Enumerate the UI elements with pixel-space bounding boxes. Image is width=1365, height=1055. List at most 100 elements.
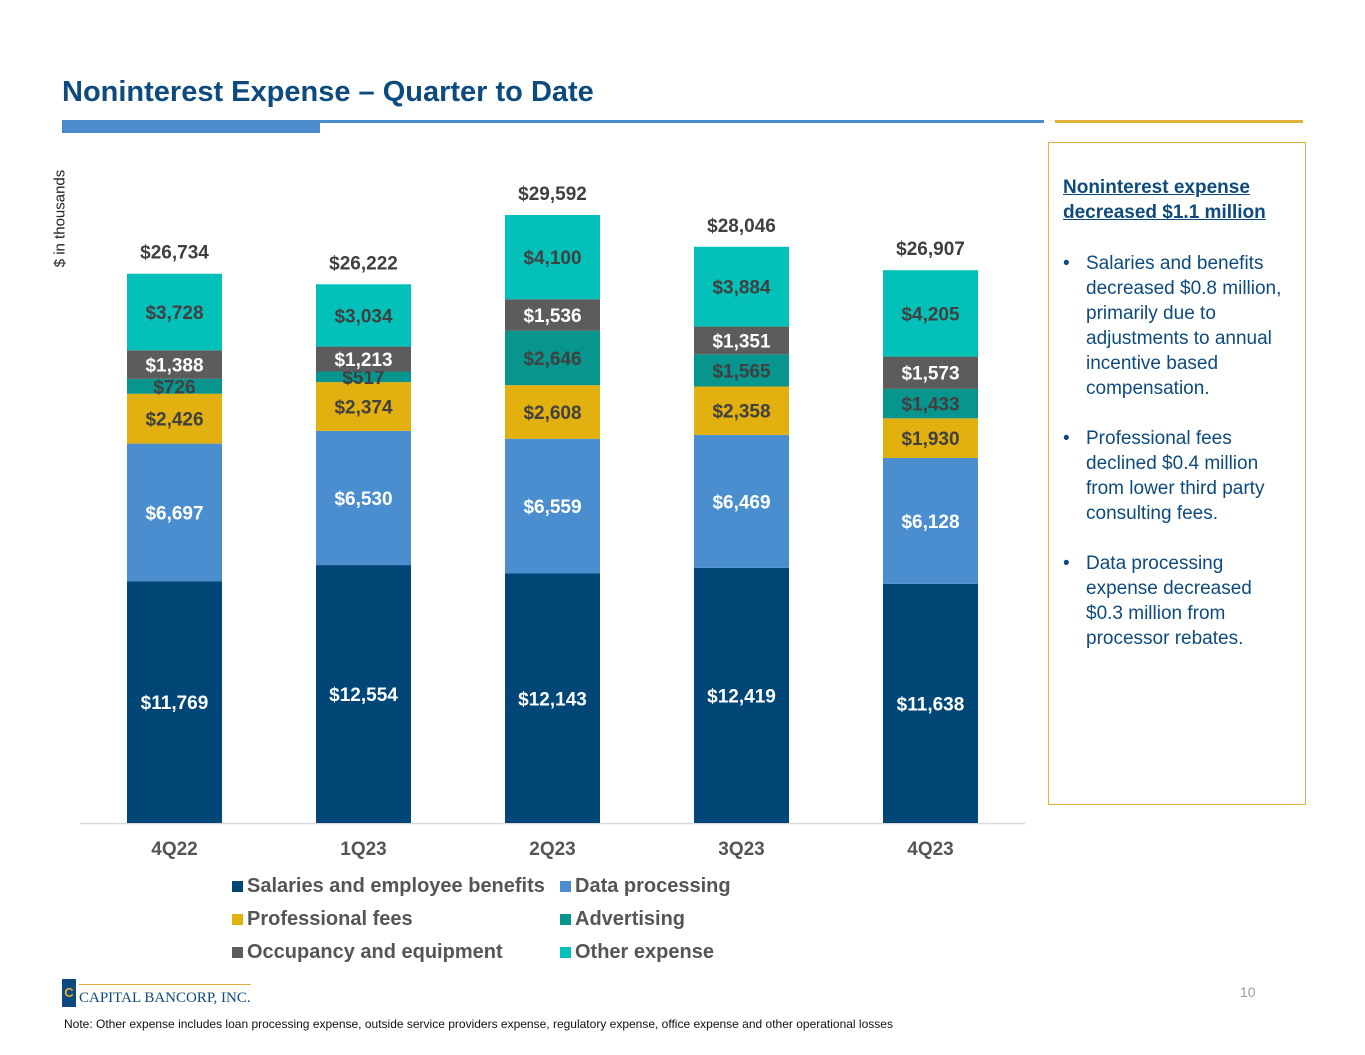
data-label: $6,469 (712, 492, 770, 513)
bar-segment (316, 565, 411, 823)
bar-segment (883, 457, 978, 584)
data-label: $11,769 (141, 693, 209, 714)
data-label: $2,608 (523, 403, 581, 424)
legend-swatch (232, 914, 243, 925)
bar-segment (883, 356, 978, 389)
bar-segment (694, 246, 789, 327)
data-label: $3,884 (712, 278, 771, 299)
title-rule (62, 120, 1044, 123)
data-label: $4,205 (901, 304, 960, 325)
bar-segment (694, 326, 789, 355)
callout-heading: Noninterest expense decreased $1.1 milli… (1063, 177, 1266, 223)
company-logo: C CAPITAL BANCORP, INC. (62, 979, 251, 1007)
bar-segment (127, 350, 222, 379)
callout-bullet-text: Salaries and benefits decreased $0.8 mil… (1086, 253, 1282, 399)
legend-swatch (232, 947, 243, 958)
legend-item: Data processing (560, 875, 731, 898)
data-label: $3,728 (145, 303, 203, 324)
total-label: $29,592 (518, 184, 587, 205)
x-tick-label: 1Q23 (340, 839, 386, 860)
callout-bullet: • Salaries and benefits decreased $0.8 m… (1063, 251, 1291, 401)
data-label: $1,351 (712, 331, 771, 352)
data-label: $4,100 (523, 248, 581, 269)
data-label: $517 (342, 368, 384, 389)
bar-segment (505, 299, 600, 331)
data-label: $1,573 (901, 364, 959, 385)
logo-text: CAPITAL BANCORP, INC. (79, 990, 251, 1006)
logo-mark-icon: C (62, 979, 76, 1007)
bar-segment (127, 273, 222, 351)
bar-segment (316, 284, 411, 347)
legend-label: Occupancy and equipment (247, 941, 503, 963)
data-label: $12,143 (518, 689, 587, 710)
x-tick-label: 2Q23 (529, 839, 575, 860)
bar-segment (127, 443, 222, 582)
legend-label: Professional fees (247, 908, 413, 930)
bar-segment (505, 573, 600, 823)
data-label: $2,646 (523, 349, 581, 370)
total-label: $26,222 (329, 253, 398, 274)
stacked-bar-chart: $11,769 $6,697 $2,426 $726$1,388 $3,728 $26,7… (80, 184, 1025, 860)
title-rule-gold (1055, 120, 1303, 123)
bar-segment (316, 371, 411, 383)
bar-segment (505, 330, 600, 386)
total-label: $26,734 (140, 243, 209, 264)
bar-segment (316, 346, 411, 372)
bar-segment (316, 382, 411, 431)
legend-label: Data processing (575, 875, 731, 897)
logo-text-wrap: CAPITAL BANCORP, INC. (79, 984, 251, 1007)
total-label: $26,907 (896, 239, 965, 260)
callout-bullet: • Data processing expense decreased $0.3… (1063, 551, 1291, 651)
legend-item: Salaries and employee benefits (232, 875, 545, 898)
bar-segment (694, 567, 789, 823)
bar-segment (505, 215, 600, 300)
bar-segment (694, 354, 789, 387)
bar-segment (505, 385, 600, 439)
data-label: $6,128 (901, 512, 959, 533)
bar-segment (127, 378, 222, 394)
legend-label: Other expense (575, 941, 714, 963)
bullet-icon: • (1063, 553, 1070, 574)
bar-segment (883, 270, 978, 357)
bar-segment (127, 581, 222, 823)
legend-swatch (560, 947, 571, 958)
callout-bullet-text: Data processing expense decreased $0.3 m… (1086, 553, 1252, 649)
page-number: 10 (1240, 984, 1256, 1000)
legend-label: Salaries and employee benefits (247, 875, 545, 897)
bar-segment (694, 386, 789, 435)
bar-segment (127, 393, 222, 444)
bar-segment (316, 430, 411, 566)
data-label: $6,530 (334, 489, 392, 510)
callout-box: Noninterest expense decreased $1.1 milli… (1048, 142, 1306, 805)
callout-bullet-list: • Salaries and benefits decreased $0.8 m… (1063, 251, 1291, 651)
data-label: $1,388 (145, 356, 203, 377)
data-label: $12,554 (329, 685, 398, 706)
bar-segment (505, 438, 600, 574)
data-label: $1,536 (523, 306, 581, 327)
data-label: $11,638 (897, 694, 965, 715)
x-tick-label: 4Q23 (907, 839, 953, 860)
bar-segment (883, 388, 978, 419)
page-title: Noninterest Expense – Quarter to Date (62, 76, 594, 108)
x-tick-label: 4Q22 (151, 839, 197, 860)
legend-swatch (232, 881, 243, 892)
total-label: $28,046 (707, 216, 776, 237)
data-label: $2,358 (712, 402, 770, 423)
bar-segment (694, 434, 789, 568)
title-rule-accent (62, 120, 320, 133)
data-label: $2,374 (334, 398, 393, 419)
bar-segment (883, 418, 978, 458)
data-label: $1,565 (712, 361, 771, 382)
callout-bullet: • Professional fees declined $0.4 millio… (1063, 426, 1291, 526)
legend-item: Professional fees (232, 908, 413, 931)
bullet-icon: • (1063, 253, 1070, 274)
data-label: $6,697 (145, 503, 203, 524)
callout-bullet-text: Professional fees declined $0.4 million … (1086, 428, 1265, 524)
footnote: Note: Other expense includes loan proces… (64, 1017, 893, 1031)
data-label: $1,930 (901, 429, 959, 450)
bullet-icon: • (1063, 428, 1070, 449)
data-label: $2,426 (145, 410, 203, 431)
legend-item: Advertising (560, 908, 685, 931)
data-label: $12,419 (707, 686, 776, 707)
legend-swatch (560, 881, 571, 892)
